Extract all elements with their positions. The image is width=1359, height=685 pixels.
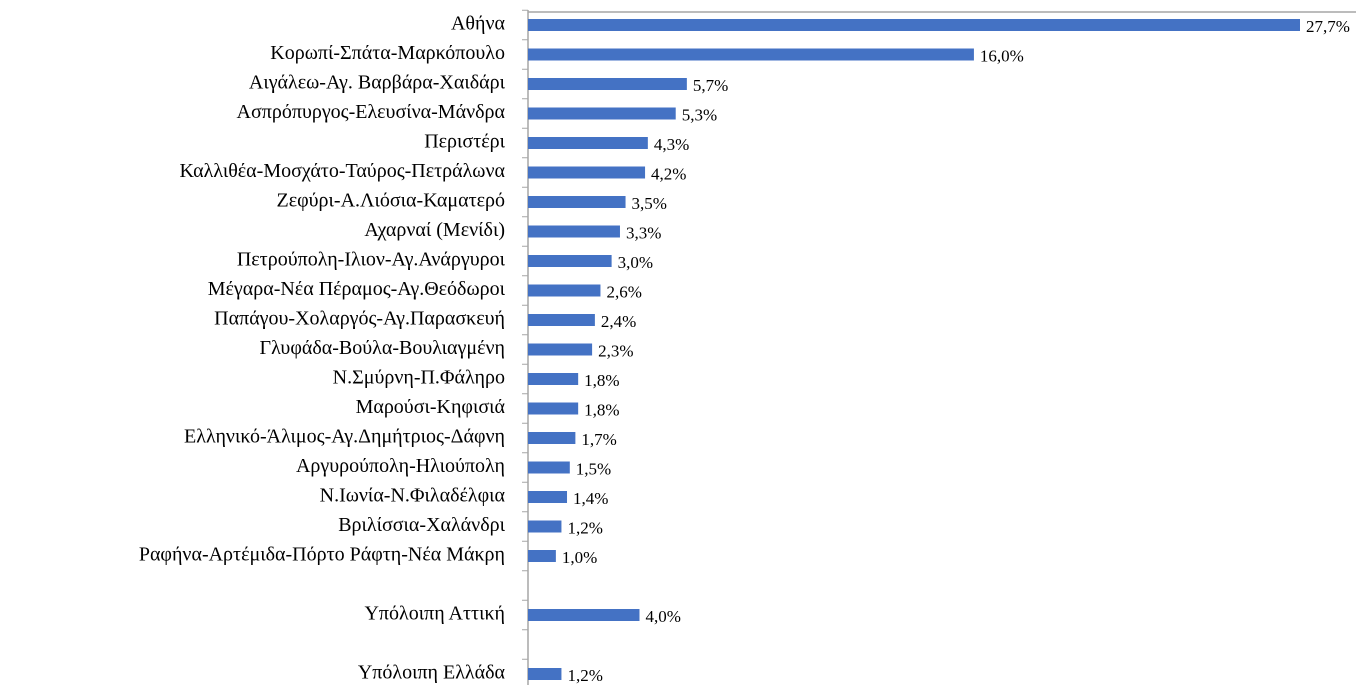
bar <box>528 19 1300 31</box>
value-label: 1,5% <box>576 459 611 478</box>
value-label: 16,0% <box>980 46 1024 65</box>
value-label: 2,4% <box>601 312 636 331</box>
value-label: 1,7% <box>581 430 616 449</box>
y-tick-label: Μαρούσι-Κηφισιά <box>356 396 506 418</box>
value-label: 3,5% <box>632 194 667 213</box>
y-tick-label: Αργυρούπολη-Ηλιούπολη <box>296 455 505 477</box>
bar <box>528 107 676 120</box>
bar <box>528 284 601 297</box>
y-tick-label: Ελληνικό-Άλιμος-Αγ.Δημήτριος-Δάφνη <box>184 426 505 448</box>
value-label: 27,7% <box>1306 17 1350 36</box>
bar <box>528 461 570 474</box>
value-label: 1,8% <box>584 371 619 390</box>
bar <box>528 314 595 326</box>
value-label: 5,3% <box>682 105 717 124</box>
value-label: 1,2% <box>567 666 602 685</box>
bar <box>528 520 562 533</box>
y-tick-label: Υπόλοιπη Αττική <box>364 603 505 625</box>
y-tick-label: Πετρούπολη-Ιλιον-Αγ.Ανάργυροι <box>237 249 506 271</box>
y-tick-label: Αιγάλεω-Αγ. Βαρβάρα-Χαιδάρι <box>249 72 506 94</box>
y-tick-label: Μέγαρα-Νέα Πέραμος-Αγ.Θεόδωροι <box>208 278 506 300</box>
bar <box>528 255 612 267</box>
bar <box>528 48 974 61</box>
y-tick-label: Καλλιθέα-Μοσχάτο-Ταύρος-Πετράλωνα <box>179 160 505 182</box>
y-tick-label: Παπάγου-Χολαργός-Αγ.Παρασκευή <box>214 308 505 330</box>
bar <box>528 137 648 149</box>
bar <box>528 491 568 503</box>
value-label: 4,0% <box>645 607 680 626</box>
bar <box>528 668 562 680</box>
value-label: 1,4% <box>573 489 608 508</box>
value-label: 5,7% <box>693 76 728 95</box>
y-tick-label: Αχαρναί (Μενίδι) <box>364 219 505 241</box>
value-label: 1,0% <box>562 548 597 567</box>
value-label: 1,8% <box>584 400 619 419</box>
y-tick-label: Βριλίσσια-Χαλάνδρι <box>338 514 505 536</box>
bar <box>528 225 620 238</box>
value-label: 3,3% <box>626 223 661 242</box>
y-tick-label: Ζεφύρι-Α.Λιόσια-Καματερό <box>276 190 505 212</box>
bar <box>528 402 579 415</box>
y-tick-label: Κορωπί-Σπάτα-Μαρκόπουλο <box>270 42 505 64</box>
bar <box>528 550 556 562</box>
bar <box>528 432 576 444</box>
bar <box>528 609 640 621</box>
y-tick-label: Υπόλοιπη Ελλάδα <box>358 662 506 684</box>
bar <box>528 166 646 179</box>
y-tick-label: Αθήνα <box>451 13 506 35</box>
value-label: 3,0% <box>618 253 653 272</box>
y-tick-label: Ραφήνα-Αρτέμιδα-Πόρτο Ράφτη-Νέα Μάκρη <box>139 544 505 566</box>
bar <box>528 373 579 385</box>
value-label: 2,6% <box>606 282 641 301</box>
y-tick-label: Γλυφάδα-Βούλα-Βουλιαγμένη <box>260 337 505 359</box>
value-label: 4,2% <box>651 164 686 183</box>
y-tick-label: Ν.Σμύρνη-Π.Φάληρο <box>333 367 505 389</box>
y-tick-label: Ν.Ιωνία-Ν.Φιλαδέλφια <box>320 485 506 507</box>
value-label: 1,2% <box>567 518 602 537</box>
bar <box>528 196 626 208</box>
value-label: 4,3% <box>654 135 689 154</box>
bar <box>528 343 593 356</box>
y-tick-label: Περιστέρι <box>424 131 505 153</box>
bar <box>528 78 687 90</box>
value-label: 2,3% <box>598 341 633 360</box>
y-tick-label: Ασπρόπυργος-Ελευσίνα-Μάνδρα <box>237 101 506 123</box>
